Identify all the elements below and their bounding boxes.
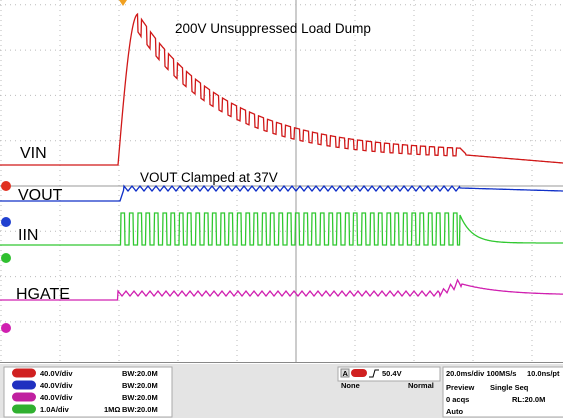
ch-scale: 40.0V/div bbox=[40, 369, 73, 378]
ch-badge bbox=[12, 392, 36, 402]
vout-trace bbox=[0, 184, 563, 202]
trace-label: VIN bbox=[20, 145, 47, 162]
trace-label: VOUT bbox=[18, 187, 63, 204]
ch-bandwidth: BW:20.0M bbox=[122, 369, 158, 378]
ch-badge bbox=[12, 380, 36, 390]
ch-scale: 1.0A/div bbox=[40, 405, 70, 414]
ch3-marker bbox=[1, 323, 11, 333]
record-length: RL:20.0M bbox=[512, 395, 545, 404]
trigger-coupling: None bbox=[341, 381, 360, 390]
ch-scale: 40.0V/div bbox=[40, 381, 73, 390]
trace-label: HGATE bbox=[16, 286, 70, 303]
trigger-marker bbox=[119, 0, 127, 6]
ch4-marker bbox=[1, 253, 11, 263]
hgate-trace bbox=[0, 278, 563, 301]
ch-badge bbox=[12, 368, 36, 378]
grid bbox=[0, 0, 563, 368]
ch-scale: 40.0V/div bbox=[40, 393, 73, 402]
ch-bandwidth: BW:20.0M bbox=[122, 381, 158, 390]
trace-label: IIN bbox=[18, 227, 38, 244]
ch1-marker bbox=[1, 181, 11, 191]
ch-impedance: 1MΩ bbox=[104, 405, 120, 414]
ch-badge bbox=[12, 404, 36, 414]
trigger-mode: Normal bbox=[408, 381, 434, 390]
acq-state: Preview bbox=[446, 383, 475, 392]
title: 200V Unsuppressed Load Dump bbox=[175, 21, 371, 36]
ch2-marker bbox=[1, 217, 11, 227]
trigger-slope bbox=[369, 369, 379, 378]
trigger-source: A bbox=[343, 369, 349, 378]
acq-count: 0 acqs bbox=[446, 395, 469, 404]
timebase-rate: 20.0ms/div 100MS/s bbox=[446, 369, 516, 378]
vin-trace bbox=[0, 12, 563, 166]
waveforms bbox=[0, 12, 563, 301]
trigger-source-badge bbox=[340, 368, 350, 378]
iin-trace bbox=[0, 212, 563, 246]
vout-note: VOUT Clamped at 37V bbox=[140, 170, 278, 185]
trigger-run-mode: Auto bbox=[446, 407, 463, 416]
timebase-box bbox=[442, 366, 563, 418]
timebase-resolution: 10.0ns/pt bbox=[527, 369, 560, 378]
trigger-level: 50.4V bbox=[382, 369, 402, 378]
trigger-channel-badge bbox=[351, 369, 367, 377]
plot-area bbox=[0, 0, 563, 364]
acq-mode: Single Seq bbox=[490, 383, 529, 392]
ch-bandwidth: BW:20.0M bbox=[122, 393, 158, 402]
ch-bandwidth: BW:20.0M bbox=[122, 405, 158, 414]
